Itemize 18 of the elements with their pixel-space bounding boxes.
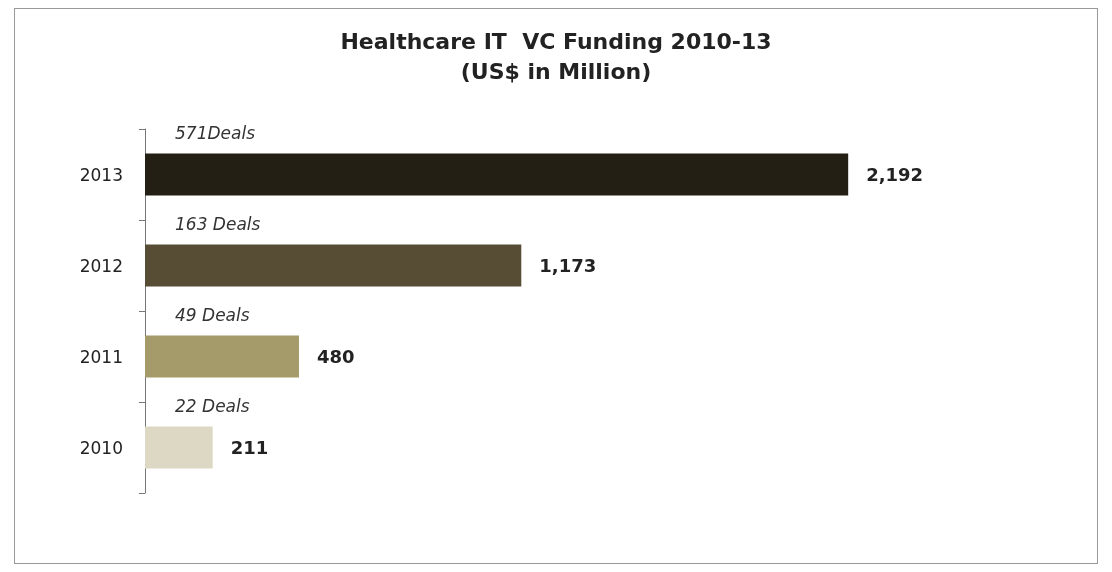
- annotation: 163 Deals: [175, 214, 261, 234]
- data-label: 211: [230, 437, 269, 458]
- data-label: 1,173: [539, 255, 597, 276]
- annotation: 22 Deals: [175, 396, 250, 416]
- data-label: 2,192: [866, 164, 924, 185]
- y-tick-label: 2011: [79, 346, 123, 367]
- bar: [145, 244, 522, 287]
- annotation: 49 Deals: [175, 305, 250, 325]
- y-tick-label: 2010: [79, 437, 123, 458]
- bar: [145, 426, 213, 469]
- data-label: 480: [316, 346, 355, 367]
- bar: [145, 153, 849, 196]
- chart-subtitle: (US$ in Million): [460, 58, 652, 84]
- bar: [145, 335, 299, 378]
- y-tick-label: 2013: [79, 164, 123, 185]
- y-tick-label: 2012: [79, 255, 123, 276]
- chart-title: Healthcare IT VC Funding 2010-13: [340, 28, 772, 54]
- annotation: 571Deals: [175, 123, 256, 143]
